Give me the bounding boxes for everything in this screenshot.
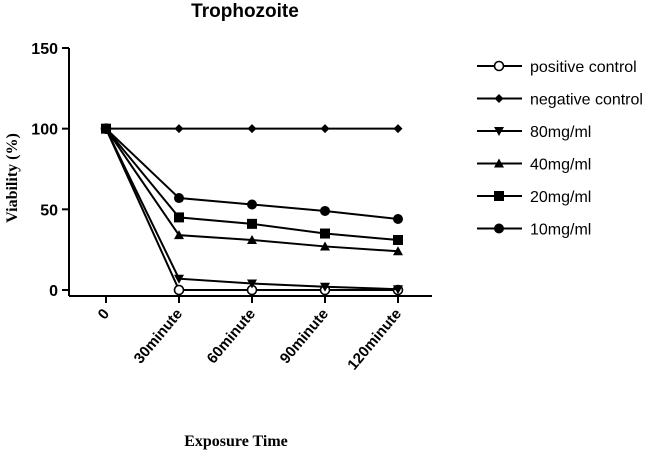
- legend-item: 80mg/ml: [477, 124, 591, 141]
- legend-marker: [494, 158, 504, 168]
- data-point: [174, 274, 184, 284]
- series-line: [105, 128, 399, 253]
- legend-label: 20mg/ml: [530, 189, 591, 206]
- x-tick-label: 60minute: [204, 306, 259, 367]
- data-point: [320, 124, 330, 134]
- y-axis-label: Viability (%): [4, 133, 21, 223]
- data-point: [393, 246, 403, 256]
- data-point: [101, 123, 111, 134]
- x-tick-label: 0: [95, 306, 113, 323]
- legend-item: negative control: [477, 92, 643, 109]
- series-4: [101, 123, 403, 245]
- legend: positive control negative control 80mg/ml 4…: [477, 59, 643, 239]
- data-point: [173, 284, 185, 296]
- x-tick-label: 90minute: [277, 306, 332, 367]
- data-point: [174, 212, 184, 223]
- legend-marker: [494, 127, 504, 136]
- legend-label: 80mg/ml: [530, 124, 591, 141]
- axes: 0 50 100 150 0 30minute 60minute 90minute 120min…: [31, 41, 432, 373]
- data-point: [174, 230, 184, 240]
- data-point: [393, 285, 403, 295]
- x-tick-label: 30minute: [131, 306, 186, 367]
- legend-marker: [494, 223, 504, 234]
- series-layer: [100, 123, 404, 296]
- x-tick-label: 120minute: [344, 306, 405, 374]
- data-point: [174, 124, 184, 134]
- data-point: [247, 199, 257, 210]
- legend-label: positive control: [530, 59, 637, 76]
- y-tick-label: 100: [31, 122, 58, 139]
- data-point: [393, 214, 403, 225]
- data-point: [393, 124, 403, 134]
- y-tick-label: 50: [40, 202, 58, 219]
- data-point: [247, 124, 257, 134]
- data-point: [320, 282, 330, 292]
- data-point: [320, 205, 330, 216]
- legend-item: 10mg/ml: [477, 222, 591, 239]
- series-1: [101, 124, 403, 134]
- data-point: [320, 228, 330, 239]
- legend-label: 40mg/ml: [530, 157, 591, 174]
- series-5: [101, 123, 403, 225]
- legend-label: negative control: [530, 92, 643, 109]
- data-point: [174, 193, 184, 204]
- y-tick-label: 150: [31, 41, 58, 58]
- y-tick-label: 0: [49, 283, 58, 300]
- data-point: [247, 234, 257, 244]
- legend-marker: [494, 94, 504, 103]
- x-axis-label: Exposure Time: [184, 433, 288, 450]
- data-point: [247, 218, 257, 229]
- legend-marker: [493, 60, 505, 72]
- legend-label: 10mg/ml: [530, 222, 591, 239]
- data-point: [320, 241, 330, 251]
- legend-item: 20mg/ml: [477, 189, 591, 206]
- legend-item: 40mg/ml: [477, 157, 591, 174]
- legend-item: positive control: [477, 59, 637, 76]
- chart-title: Trophozoite: [191, 1, 299, 22]
- legend-marker: [494, 191, 504, 201]
- data-point: [393, 234, 403, 245]
- data-point: [247, 279, 257, 289]
